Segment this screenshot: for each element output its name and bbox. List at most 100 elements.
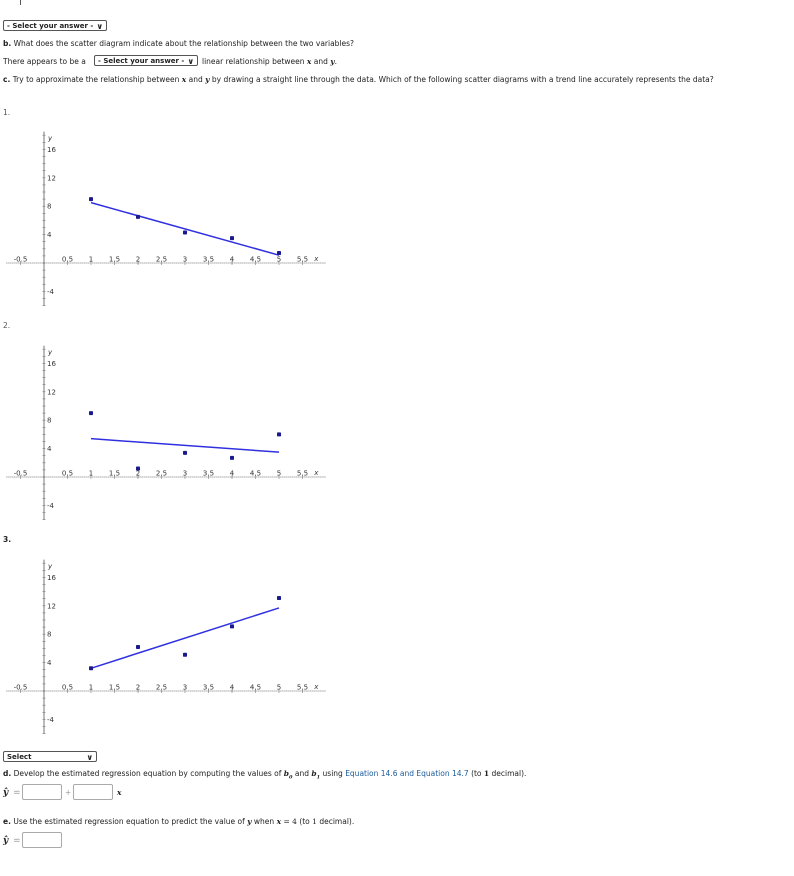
part-c-text-2: by drawing a straight line through the d…: [211, 75, 714, 84]
plus-sign: +: [65, 788, 72, 797]
x-tick-label: 4: [230, 470, 235, 478]
y-tick-label: -4: [47, 716, 55, 724]
y-tick-label: 12: [47, 174, 56, 182]
part-d-text-1: Develop the estimated regression equatio…: [13, 769, 282, 778]
x-tick-label: 1: [89, 470, 93, 478]
part-d-label: d.: [3, 769, 12, 778]
y-tick-label: 8: [47, 631, 51, 639]
data-point: [277, 432, 281, 437]
x-tick-label: 3: [183, 256, 187, 264]
prediction-input[interactable]: [22, 832, 62, 848]
trend-line: [90, 607, 280, 669]
trend-line: [90, 437, 280, 453]
x-tick-label: -0.5: [14, 256, 28, 264]
x-tick-label: 0.5: [62, 256, 73, 264]
decimals: 1: [312, 817, 317, 826]
x-axis-label: x: [313, 683, 319, 691]
equation-link[interactable]: Equation 14.6 and Equation 14.7: [345, 769, 469, 778]
data-point: [136, 466, 140, 471]
x-tick-label: 5.5: [297, 470, 308, 478]
part-e-question: e. Use the estimated regression equation…: [3, 817, 354, 826]
x-tick-label: 1: [89, 684, 93, 692]
x-tick-label: 4: [230, 684, 235, 692]
var-y: y: [330, 57, 335, 66]
part-b-question: b. What does the scatter diagram indicat…: [3, 39, 354, 48]
part-b-select-value: - Select your answer -: [98, 57, 185, 65]
and-word: and: [294, 769, 310, 778]
x-tick-label: 2.5: [156, 470, 167, 478]
x-tick-label: 4.5: [250, 470, 261, 478]
part-d-text-3: (to: [471, 769, 482, 778]
option-2-label: 2.: [3, 321, 11, 330]
part-d-yhat: ŷ: [3, 788, 9, 798]
data-point: [277, 251, 281, 256]
part-c-label: c.: [3, 75, 11, 84]
x-axis-label: x: [313, 469, 319, 477]
scatter-chart-2[interactable]: -0.5 0.5 1 1.5 2 2.5 3 3.5 4 4.5 5 5.5 16 12 8 4 -4 x y: [0, 332, 340, 532]
y-tick-label: 16: [47, 146, 56, 154]
part-e-yhat: ŷ: [3, 836, 9, 846]
part-b-select[interactable]: - Select your answer - ∨: [94, 55, 198, 66]
x-tick-label: 5: [277, 256, 281, 264]
scatter-chart-1[interactable]: -0.5 0.5 1 1.5 2 2.5 3 3.5 4 4.5 5 5.5 16 12 8 4 -4 x y: [0, 118, 340, 318]
part-c-question: c. Try to approximate the relationship b…: [3, 75, 714, 84]
part-a-select[interactable]: - Select your answer - ∨: [3, 20, 107, 31]
data-point: [277, 595, 281, 600]
x-tick-label: 4.5: [250, 684, 261, 692]
x-tick-label: 5.5: [297, 256, 308, 264]
y-tick-label: 12: [47, 388, 56, 396]
part-a-select-value: - Select your answer -: [7, 22, 94, 30]
top-border-tick: [20, 0, 21, 5]
x-tick-label: 0.5: [62, 470, 73, 478]
var-x: x: [181, 75, 187, 84]
x-tick-label: 3.5: [203, 256, 214, 264]
data-point: [136, 214, 140, 219]
data-point: [183, 230, 187, 235]
var-y: y: [247, 817, 252, 826]
x-tick-label: 2.5: [156, 684, 167, 692]
chevron-down-icon: ∨: [96, 22, 104, 31]
x-tick-label: 2.5: [156, 256, 167, 264]
b1-symbol: b1: [311, 769, 321, 781]
x-tick-label: 2: [136, 470, 140, 478]
x-axis-label: x: [313, 255, 319, 263]
y-tick-label: 4: [47, 231, 52, 239]
y-tick-label: 8: [47, 417, 51, 425]
scatter-chart-3[interactable]: -0.5 0.5 1 1.5 2 2.5 3 3.5 4 4.5 5 5.5 16 12 8 4 -4 x y: [0, 546, 340, 746]
part-c-select[interactable]: Select ∨: [3, 751, 97, 762]
part-b-text: What does the scatter diagram indicate a…: [13, 39, 355, 48]
y-tick-label: 8: [47, 203, 51, 211]
y-axis-label: y: [47, 135, 53, 143]
data-point: [89, 411, 93, 416]
part-e-equals: =: [13, 836, 21, 846]
part-c-text-1: Try to approximate the relationship betw…: [12, 75, 180, 84]
part-e-text-1: Use the estimated regression equation to…: [13, 817, 245, 826]
x-tick-label: 1.5: [109, 470, 120, 478]
y-tick-label: -4: [47, 502, 55, 510]
x-tick-label: 2: [136, 684, 140, 692]
x-tick-label: 1: [89, 256, 93, 264]
b0-symbol: b0: [283, 769, 293, 781]
b1-input[interactable]: [73, 784, 113, 800]
eq-sign: =: [283, 817, 290, 826]
decimals: 1: [483, 769, 490, 778]
x-tick-label: 3.5: [203, 470, 214, 478]
trend-line: [90, 201, 280, 256]
part-e-text-3: (to: [299, 817, 310, 826]
b0-input[interactable]: [22, 784, 62, 800]
data-point: [136, 644, 140, 649]
y-tick-label: 12: [47, 602, 56, 610]
data-point: [230, 455, 234, 460]
y-tick-label: 4: [47, 445, 52, 453]
x-tick-label: 5: [277, 684, 281, 692]
y-axis-label: y: [47, 349, 53, 357]
and-word: and: [188, 75, 203, 84]
data-point: [183, 450, 187, 455]
data-point: [230, 624, 234, 629]
part-b-suffix-text: linear relationship between: [202, 57, 305, 66]
data-point: [230, 236, 234, 241]
chevron-down-icon: ∨: [86, 753, 94, 762]
part-e-text-2: when: [253, 817, 275, 826]
x-tick-label: 5: [277, 470, 281, 478]
x-tick-label: 0.5: [62, 684, 73, 692]
